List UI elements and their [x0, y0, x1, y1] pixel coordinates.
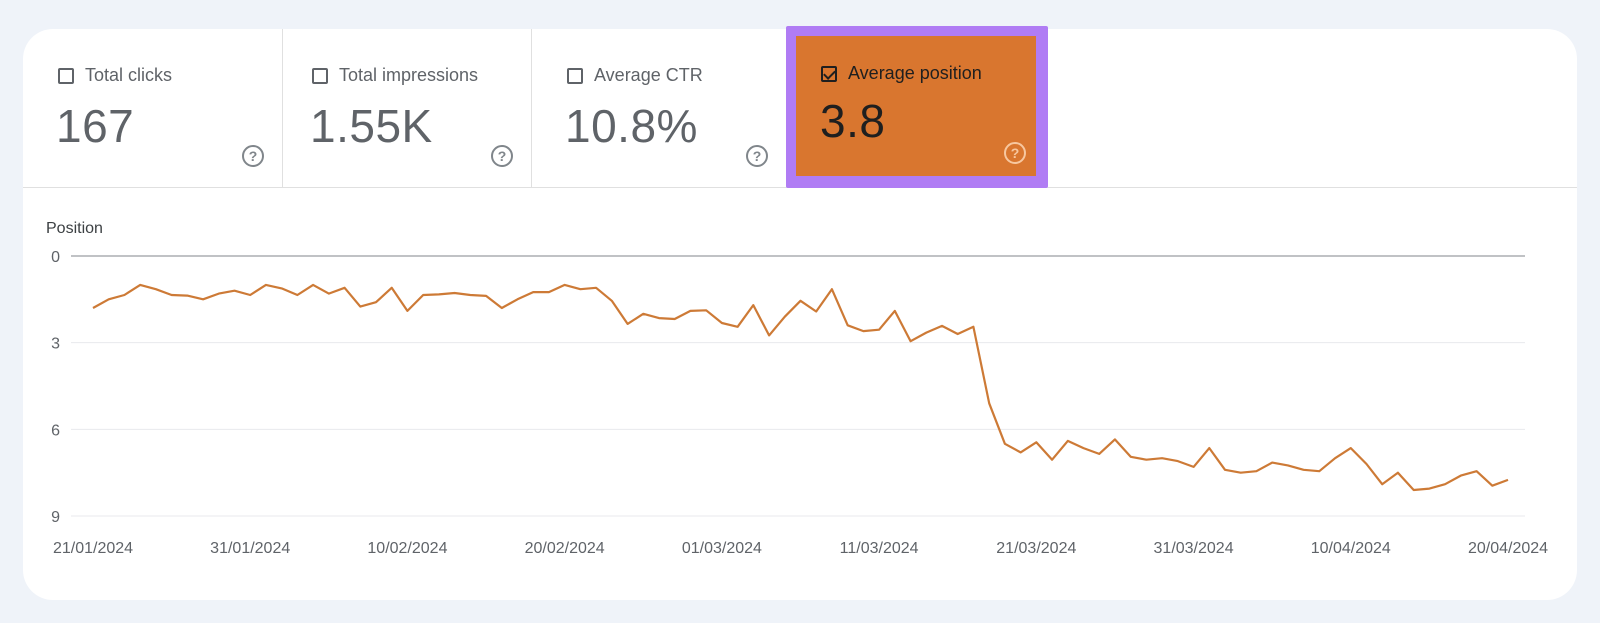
y-tick-label: 0: [51, 249, 60, 266]
metric-value: 10.8%: [565, 100, 698, 152]
help-icon[interactable]: ?: [242, 145, 264, 167]
average-ctr-checkbox[interactable]: [567, 67, 583, 84]
metric-average-position[interactable]: Average position 3.8 ?: [796, 36, 1036, 176]
metric-label: Average CTR: [594, 65, 703, 85]
metric-label-row: Total clicks: [58, 65, 172, 86]
x-tick-label: 21/01/2024: [53, 540, 133, 557]
y-tick-label: 9: [51, 509, 60, 526]
metrics-row: Total clicks 167 ? Total impressions 1.5…: [23, 29, 1577, 188]
metric-label: Total clicks: [85, 65, 173, 85]
x-tick-label: 20/04/2024: [1468, 540, 1548, 557]
metric-total-clicks[interactable]: Total clicks 167 ?: [23, 29, 283, 187]
x-tick-label: 31/01/2024: [210, 540, 290, 557]
y-axis-label: Position: [46, 220, 103, 237]
x-tick-label: 01/03/2024: [682, 540, 762, 557]
total-clicks-checkbox[interactable]: [58, 67, 74, 84]
x-tick-label: 21/03/2024: [996, 540, 1076, 557]
metric-average-position-highlight: Average position 3.8 ?: [786, 26, 1048, 188]
metric-average-ctr[interactable]: Average CTR 10.8% ?: [532, 29, 787, 187]
x-tick-label: 11/03/2024: [840, 540, 919, 557]
metric-value: 1.55K: [310, 100, 433, 152]
metric-total-impressions[interactable]: Total impressions 1.55K ?: [277, 29, 532, 187]
metric-label-row: Average position: [821, 63, 982, 84]
metric-label: Total impressions: [339, 65, 479, 85]
help-icon[interactable]: ?: [1004, 142, 1026, 164]
y-tick-label: 6: [51, 422, 60, 439]
series-line: [92, 283, 1509, 492]
metric-value: 167: [56, 100, 135, 152]
total-impressions-checkbox[interactable]: [312, 67, 328, 84]
x-tick-label: 10/04/2024: [1311, 540, 1391, 557]
y-ticks: 0 3 6 9: [51, 249, 60, 526]
x-tick-label: 31/03/2024: [1154, 540, 1234, 557]
metric-label-row: Average CTR: [567, 65, 703, 86]
average-position-checkbox[interactable]: [821, 65, 837, 82]
x-ticks: 21/01/2024 31/01/2024 10/02/2024 20/02/2024…: [53, 540, 1548, 557]
metric-label-row: Total impressions: [312, 65, 478, 86]
help-icon[interactable]: ?: [491, 145, 513, 167]
chart-grid: [71, 255, 1525, 517]
x-tick-label: 10/02/2024: [367, 540, 447, 557]
position-line-chart: Position 0 3 6 9 21/01/2024 31/01/2024 10/02/…: [46, 220, 1548, 557]
metric-label: Average position: [848, 63, 982, 83]
metric-value: 3.8: [820, 95, 886, 147]
x-tick-label: 20/02/2024: [525, 540, 605, 557]
y-tick-label: 3: [51, 336, 60, 353]
help-icon[interactable]: ?: [746, 145, 768, 167]
